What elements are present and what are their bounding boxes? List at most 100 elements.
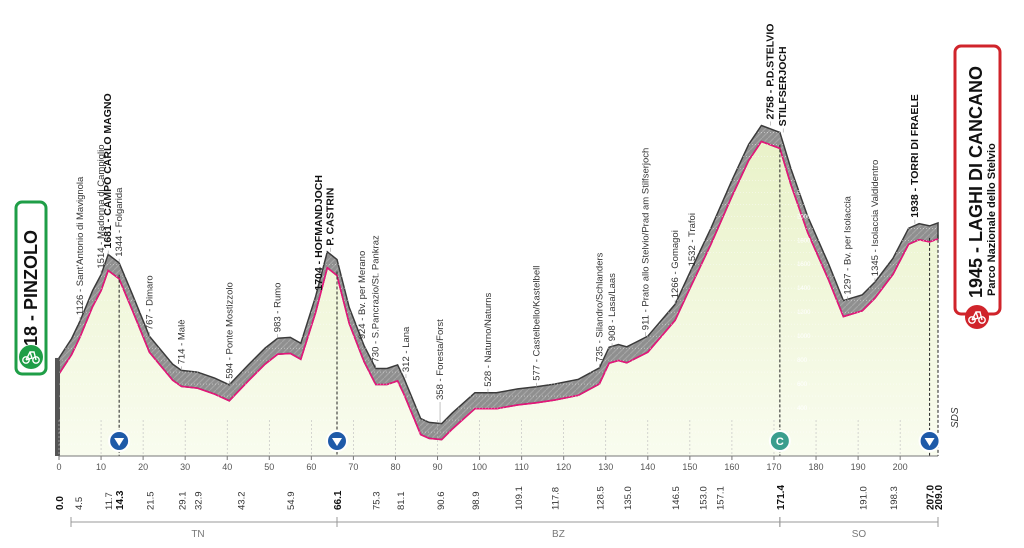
region-label: SO: [852, 529, 867, 540]
climb-marker-label: C: [776, 436, 784, 448]
y-tick-label: 2400: [797, 166, 811, 172]
km-label: 11.7: [104, 492, 115, 510]
place-label: STILFSERJOCH: [777, 46, 789, 126]
place-label: 528 - Naturno/Naturns: [483, 292, 494, 386]
grid-layer: 400 600 800 1000 1200 1400 1600 1800 2000 2200 240…: [58, 120, 939, 456]
place-label: 767 - Dimaro: [144, 275, 155, 330]
x-tick-label: 160: [724, 462, 739, 472]
x-tick-label: 60: [306, 462, 316, 472]
km-label: 198.3: [889, 486, 900, 510]
profile-area: [59, 141, 938, 456]
x-tick-label: 10: [96, 462, 106, 472]
x-tick-label: 80: [390, 462, 400, 472]
x-tick-label: 30: [180, 462, 190, 472]
start-bike-glyph: [22, 351, 40, 364]
km-label: 90.6: [436, 492, 447, 511]
sprint-marker-arrow: [924, 438, 935, 446]
km-label: 98.9: [471, 492, 482, 511]
sprint-marker-arrow: [331, 438, 342, 446]
x-tick-label: 40: [222, 462, 232, 472]
place-label: 312 - Lana: [401, 326, 412, 372]
km-label: 81.1: [396, 492, 407, 511]
y-tick-label: 1000: [797, 334, 811, 340]
finish-bike-glyph: [968, 311, 986, 324]
place-label: 1126 - Sant'Antonio di Mavignola: [75, 176, 86, 315]
place-label: 358 - Foresta/Forst: [435, 319, 446, 400]
x-tick-label: 180: [809, 462, 824, 472]
km-label: 209.0: [934, 485, 945, 510]
start-label: 818 - PINZOLO: [21, 230, 41, 356]
y-tick-label: 2000: [797, 214, 811, 220]
y-tick-label: 1400: [797, 286, 811, 292]
x-tick-label: 70: [348, 462, 358, 472]
km-label: 29.1: [177, 492, 188, 511]
km-label: 157.1: [716, 486, 727, 510]
profile-layer: [55, 124, 939, 456]
sds-label: SDS: [950, 407, 961, 428]
y-tick-label: 400: [797, 406, 808, 412]
x-tick-label: 140: [640, 462, 655, 472]
km-label: 66.1: [333, 490, 344, 510]
finish-subtitle: Parco Nazionale dello Stelvio: [986, 143, 998, 296]
km-label: 117.8: [550, 487, 561, 510]
x-tick-label: 100: [472, 462, 487, 472]
km-label: 4.5: [74, 497, 85, 510]
x-tick-label: 130: [598, 462, 613, 472]
climb-marker: [768, 430, 791, 452]
y-tick-label: 600: [797, 382, 808, 388]
x-tick-label: 200: [893, 462, 908, 472]
x-tick-label: 150: [682, 462, 697, 472]
place-label: 1345 - Isolaccia Valdidentro: [870, 160, 881, 277]
place-label: 911 - Prato allo Stelvio/Prad am Stilfse…: [641, 148, 652, 331]
place-label: 1938 - TORRI DI FRAELE: [909, 94, 921, 218]
place-label: 1704 - HOFMANDJOCH: [313, 175, 325, 291]
place-label: 1532 - Trafoi: [687, 213, 698, 266]
km-label: 21.5: [145, 492, 156, 511]
place-label: 2758 - P.D.STELVIO: [765, 24, 777, 120]
x-tick-label: 0: [56, 462, 61, 472]
place-label: 1514 - Madonna di Campiglio: [96, 144, 107, 268]
place-label: 1266 - Gomagoi: [670, 230, 681, 298]
km-label: 75.3: [372, 492, 383, 511]
start-badge: 818 - PINZOLO: [14, 200, 48, 376]
km-label: 146.5: [671, 486, 682, 510]
y-tick-label: 2200: [797, 190, 811, 196]
place-label: 1297 - Bv. per Isolaccia: [843, 195, 854, 294]
km-label: 0.0: [55, 496, 66, 510]
axis-layer: C SDS 0 10 20 30 40 50 60 70 80 90 100 110 120 130 140 15…: [55, 407, 961, 540]
x-tick-label: 20: [138, 462, 148, 472]
km-label: 14.3: [115, 490, 126, 510]
km-label: 109.1: [514, 486, 525, 510]
place-label: 1681 - CAMPO CARLO MAGNO: [102, 93, 114, 248]
place-label: 735 - Silandro/Schlanders: [594, 252, 605, 362]
place-label: 1344 - Folgarida: [114, 187, 125, 257]
x-tick-label: 110: [514, 462, 528, 472]
finish-label: 1945 - LAGHI DI CANCANO: [966, 66, 986, 298]
x-tick-label: 190: [851, 462, 866, 472]
label-layer: 1126 - Sant'Antonio di Mavignola 1514 - M…: [75, 24, 921, 424]
x-tick-label: 170: [766, 462, 781, 472]
y-tick-label: 1600: [797, 262, 811, 268]
place-label: 983 - Rumo: [273, 283, 284, 333]
place-label: 577 - Castelbello/Kastelbell: [531, 266, 542, 381]
place-label: 730 - S.Pancrazio/St. Pankraz: [371, 235, 382, 363]
profile-pink-line: [58, 140, 939, 441]
finish-badge: 1945 - LAGHI DI CANCANO Parco Nazionale …: [953, 44, 1002, 329]
start-wall: [55, 357, 60, 456]
region-label: TN: [191, 529, 204, 540]
y-tick-label: 1800: [797, 238, 811, 244]
place-label: 594 - Ponte Mostizzolo: [224, 282, 235, 379]
x-tick-label: 120: [556, 462, 571, 472]
km-label: 54.9: [286, 492, 297, 511]
km-label: 135.0: [623, 486, 634, 510]
km-label: 207.0: [926, 485, 937, 510]
km-label: 153.0: [699, 486, 710, 510]
region-label: BZ: [552, 529, 565, 540]
x-tick-label: 90: [433, 462, 443, 472]
x-tick-label: 50: [264, 462, 274, 472]
sprint-marker-arrow: [114, 438, 125, 446]
place-label: 714 - Malè: [176, 320, 187, 365]
place-label: P. CASTRIN: [325, 188, 337, 246]
km-label: 128.5: [595, 486, 606, 510]
